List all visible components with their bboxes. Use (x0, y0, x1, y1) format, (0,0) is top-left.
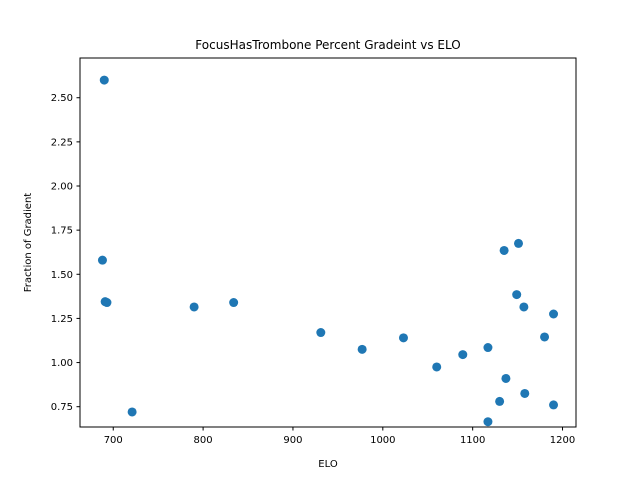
chart-title: FocusHasTrombone Percent Gradeint vs ELO (195, 38, 460, 52)
data-point (102, 298, 112, 308)
data-point (458, 350, 468, 360)
data-point (432, 362, 442, 372)
data-point (127, 407, 137, 417)
data-point (499, 245, 509, 255)
data-point (513, 238, 523, 248)
y-axis-label: Fraction of Gradient (23, 193, 34, 293)
y-tick-label: 2.50 (51, 93, 73, 104)
x-tick-label: 1000 (370, 435, 395, 446)
data-point (549, 400, 559, 410)
data-point (519, 302, 529, 312)
y-tick-label: 2.00 (51, 182, 73, 193)
data-point (99, 75, 109, 85)
y-axis-ticks: 0.75 1.00 1.25 1.50 1.75 2.00 2.25 2.50 (51, 93, 80, 413)
data-point (501, 373, 511, 383)
y-tick-label: 2.25 (51, 137, 73, 148)
data-point (495, 396, 505, 406)
data-point (97, 255, 107, 265)
data-point (540, 332, 550, 342)
data-point (189, 302, 199, 312)
x-axis-ticks: 700 800 900 1000 1100 1200 (104, 427, 575, 446)
y-tick-label: 0.75 (51, 402, 73, 413)
data-point (483, 343, 493, 353)
y-tick-label: 1.75 (51, 226, 73, 237)
data-point (483, 417, 493, 427)
x-tick-label: 700 (104, 435, 123, 446)
y-tick-label: 1.50 (51, 270, 73, 281)
plot-frame (79, 57, 577, 428)
x-tick-label: 900 (283, 435, 302, 446)
data-point (357, 344, 367, 354)
data-point (316, 328, 326, 338)
x-axis-label: ELO (318, 459, 338, 470)
y-tick-label: 1.00 (51, 358, 73, 369)
x-tick-label: 800 (194, 435, 213, 446)
y-tick-label: 1.25 (51, 314, 73, 325)
data-point (229, 298, 239, 308)
data-points (97, 75, 559, 427)
data-point (549, 309, 559, 319)
data-point (512, 290, 522, 300)
data-point (398, 333, 408, 343)
x-tick-label: 1200 (550, 435, 575, 446)
x-tick-label: 1100 (460, 435, 485, 446)
data-point (520, 388, 530, 398)
